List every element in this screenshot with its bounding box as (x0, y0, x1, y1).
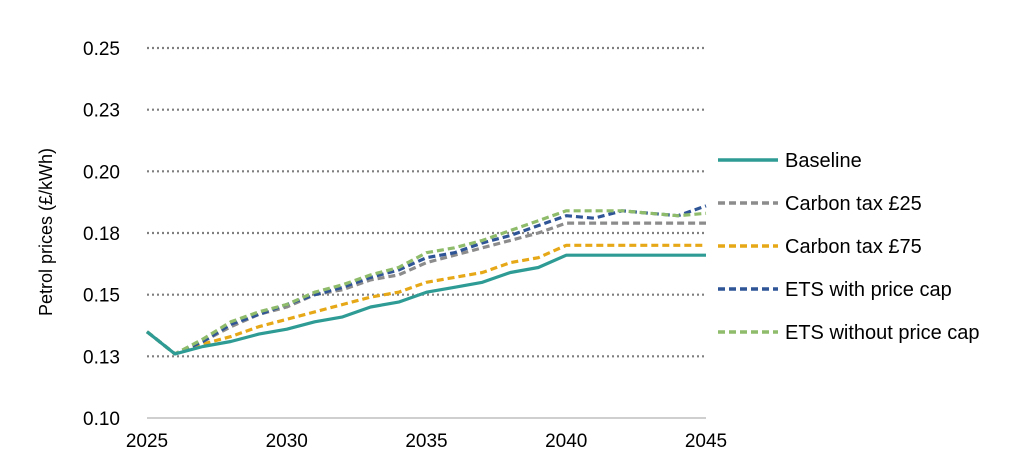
y-tick-labels: 0.10 0.13 0.15 0.18 0.20 0.23 0.25 (83, 39, 120, 430)
legend: Baseline Carbon tax £25 Carbon tax £75 ETS … (718, 150, 980, 344)
x-tick-label: 2035 (405, 431, 447, 452)
legend-label: ETS without price cap (785, 322, 980, 344)
legend-item: Carbon tax £75 (718, 236, 922, 258)
y-tick-label: 0.13 (83, 347, 120, 368)
legend-item: ETS without price cap (718, 322, 980, 344)
x-tick-labels: 2025 2030 2035 2040 2045 (126, 431, 727, 452)
series-line-ets-with-price-cap (146, 204, 707, 356)
y-tick-label: 0.10 (83, 409, 120, 430)
legend-item: ETS with price cap (718, 279, 952, 301)
y-tick-label: 0.23 (83, 101, 120, 122)
series-line-carbon-tax-75 (146, 243, 706, 356)
legend-item: Baseline (718, 150, 862, 172)
series-line-ets-without-price-cap (146, 209, 707, 356)
y-tick-label: 0.15 (83, 286, 120, 307)
y-tick-label: 0.20 (83, 162, 120, 183)
legend-label: Baseline (785, 150, 862, 172)
series-line-baseline (146, 253, 706, 356)
gridlines (147, 46, 706, 358)
x-tick-label: 2025 (126, 431, 168, 452)
legend-item: Carbon tax £25 (718, 193, 922, 215)
x-tick-label: 2040 (545, 431, 587, 452)
x-tick-label: 2030 (266, 431, 308, 452)
x-tick-label: 2045 (685, 431, 727, 452)
y-tick-label: 0.18 (83, 224, 120, 245)
y-axis-title: Petrol prices (£/kWh) (36, 148, 56, 316)
legend-label: ETS with price cap (785, 279, 952, 301)
series-line-carbon-tax-25 (146, 221, 706, 356)
y-tick-label: 0.25 (83, 39, 120, 60)
series-lines (146, 204, 707, 356)
legend-label: Carbon tax £25 (785, 193, 922, 215)
legend-label: Carbon tax £75 (785, 236, 922, 258)
